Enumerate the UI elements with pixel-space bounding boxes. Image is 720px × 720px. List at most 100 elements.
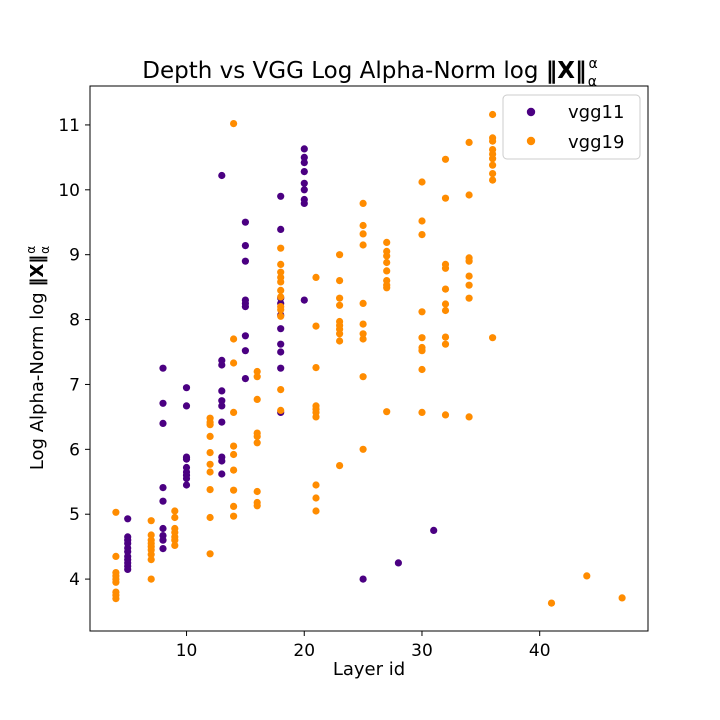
point-vgg11 [277, 325, 285, 333]
point-vgg19 [489, 161, 497, 169]
plot-area [112, 110, 626, 607]
point-vgg19 [112, 508, 120, 516]
point-vgg19 [336, 330, 344, 338]
y-axis-label: Log Alpha-Norm log ‖X‖αα [24, 246, 52, 470]
point-vgg19 [489, 155, 497, 163]
point-vgg19 [336, 462, 344, 470]
x-axis-ticks: 10 20 30 40 [176, 631, 551, 661]
point-vgg11 [277, 348, 285, 356]
point-vgg11 [300, 186, 308, 194]
point-vgg11 [359, 575, 367, 583]
point-vgg19 [171, 513, 179, 522]
point-vgg19 [147, 556, 155, 564]
point-vgg19 [383, 408, 391, 416]
point-vgg19 [383, 238, 391, 246]
point-vgg11 [182, 455, 191, 463]
point-vgg19 [441, 155, 450, 163]
point-vgg19 [441, 340, 450, 348]
point-vgg19 [465, 138, 473, 146]
point-vgg19 [230, 512, 238, 520]
point-vgg19 [383, 284, 391, 292]
point-vgg19 [171, 541, 179, 550]
point-vgg11 [159, 399, 167, 407]
point-vgg19 [418, 231, 426, 239]
legend-label-vgg11: vgg11 [568, 102, 624, 123]
point-vgg19 [206, 468, 214, 476]
point-vgg19 [253, 502, 261, 510]
point-vgg19 [277, 260, 285, 268]
legend-label-vgg19: vgg19 [568, 132, 624, 153]
point-vgg19 [465, 257, 473, 265]
point-vgg19 [147, 575, 155, 583]
plot-frame [89, 85, 649, 632]
point-vgg19 [441, 285, 450, 293]
point-vgg19 [489, 137, 497, 145]
legend-marker-vgg19 [526, 136, 536, 146]
point-vgg19 [441, 300, 450, 308]
point-vgg19 [489, 334, 497, 342]
point-vgg19 [418, 334, 426, 342]
point-vgg19 [206, 421, 214, 429]
point-vgg19 [147, 517, 155, 525]
point-vgg19 [277, 278, 285, 286]
point-vgg19 [547, 599, 556, 607]
point-vgg19 [206, 432, 214, 440]
point-vgg19 [147, 531, 155, 539]
point-vgg19 [277, 293, 285, 301]
point-vgg19 [112, 595, 120, 603]
point-vgg19 [312, 494, 320, 502]
point-vgg19 [230, 359, 238, 367]
point-vgg19 [418, 365, 426, 374]
point-vgg19 [618, 594, 626, 602]
x-axis-label: Layer id [333, 659, 405, 680]
y-tick-label: 10 [58, 181, 80, 201]
point-vgg19 [336, 301, 344, 309]
point-vgg19 [312, 364, 320, 372]
point-vgg19 [583, 572, 591, 580]
point-vgg11 [218, 418, 226, 426]
point-vgg19 [359, 445, 367, 453]
point-vgg11 [159, 364, 167, 372]
y-tick-label: 11 [58, 116, 80, 136]
point-vgg11 [182, 474, 191, 483]
point-vgg11 [159, 545, 167, 553]
point-vgg11 [124, 515, 132, 523]
point-vgg11 [241, 303, 249, 311]
point-vgg11 [159, 536, 167, 544]
point-vgg19 [441, 194, 450, 202]
point-vgg19 [171, 507, 179, 515]
point-vgg11 [218, 397, 226, 405]
point-vgg11 [300, 168, 308, 176]
point-vgg19 [253, 432, 261, 440]
point-vgg19 [277, 386, 285, 394]
point-vgg11 [182, 481, 191, 489]
point-vgg19 [336, 277, 344, 285]
point-vgg19 [359, 230, 367, 238]
y-tick-label: 5 [69, 505, 80, 525]
point-vgg11 [300, 145, 308, 153]
point-vgg11 [430, 526, 438, 535]
point-vgg19 [312, 322, 320, 330]
point-vgg11 [277, 225, 285, 233]
point-vgg11 [159, 419, 167, 427]
point-vgg11 [159, 484, 167, 492]
point-vgg19 [383, 267, 391, 275]
point-vgg19 [312, 481, 320, 489]
point-vgg19 [230, 502, 238, 510]
point-vgg19 [359, 320, 367, 328]
point-vgg19 [359, 373, 367, 381]
point-vgg19 [359, 221, 367, 230]
point-vgg19 [418, 408, 426, 416]
point-vgg19 [230, 486, 238, 494]
point-vgg19 [147, 550, 155, 559]
point-vgg11 [218, 171, 226, 180]
point-vgg11 [277, 192, 285, 200]
point-vgg11 [159, 524, 167, 533]
point-vgg19 [253, 367, 261, 376]
point-vgg11 [241, 347, 249, 355]
point-vgg19 [441, 411, 450, 419]
point-vgg19 [465, 413, 473, 421]
point-vgg19 [383, 258, 391, 267]
point-vgg19 [206, 460, 214, 468]
point-vgg11 [277, 364, 285, 372]
